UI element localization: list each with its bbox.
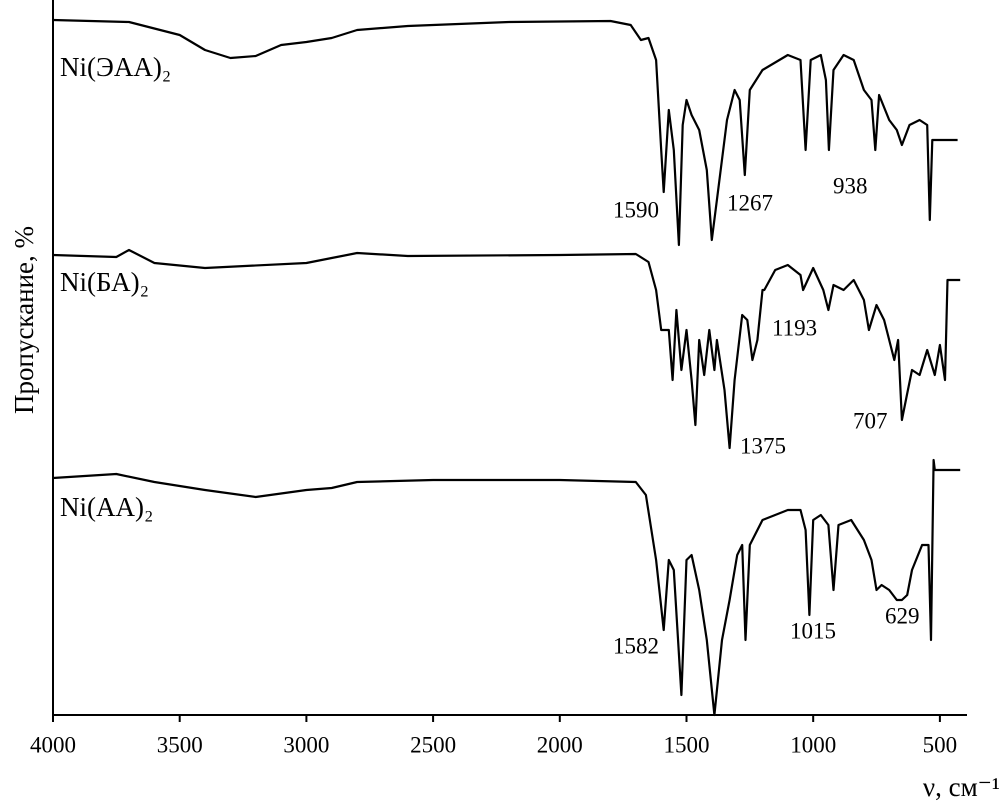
x-tick-label: 500: [923, 732, 958, 757]
peak-label: 629: [885, 603, 920, 628]
spectrum-line: [52, 248, 961, 450]
series-label: Ni(ЭАА)₂: [60, 52, 171, 82]
peak-label: 707: [853, 408, 888, 433]
x-tick-label: 1500: [663, 732, 709, 757]
peak-label: 1375: [740, 433, 786, 458]
x-tick-label: 2000: [537, 732, 583, 757]
peak-label: 1015: [790, 618, 836, 643]
x-tick-label: 1000: [790, 732, 836, 757]
spectrum-line: [52, 458, 961, 717]
peak-label: 1193: [772, 315, 817, 340]
peak-label: 938: [833, 173, 868, 198]
x-tick-label: 3000: [283, 732, 329, 757]
x-tick-label: 3500: [157, 732, 203, 757]
series-label: Ni(АА)₂: [60, 492, 153, 522]
y-axis-label: Пропускание, %: [9, 226, 39, 414]
x-tick-label: 2500: [410, 732, 456, 757]
peak-label: 1590: [613, 197, 659, 222]
peak-label: 1582: [613, 633, 659, 658]
spectrum-line: [52, 18, 958, 247]
x-tick-label: 4000: [30, 732, 76, 757]
x-axis-label: ν, см⁻¹: [923, 772, 1000, 802]
series-label: Ni(БА)₂: [60, 267, 149, 297]
peak-label: 1267: [727, 190, 773, 215]
